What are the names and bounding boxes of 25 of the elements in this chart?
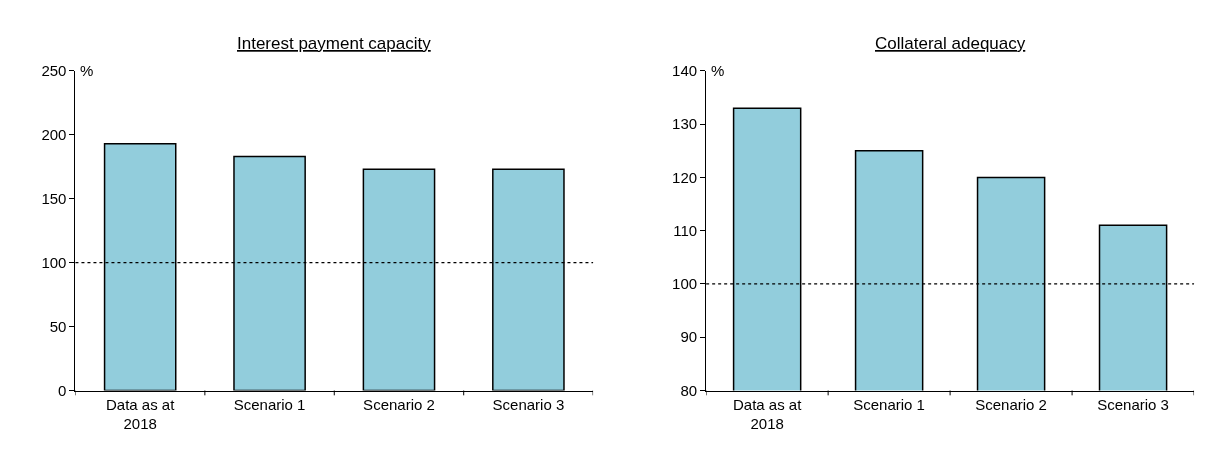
x-tick-label: Scenario 1: [853, 395, 925, 413]
y-tick-label: 100: [672, 275, 698, 293]
x-tick-label: Data as at 2018: [732, 395, 803, 433]
y-tick-label: 140: [672, 62, 698, 80]
x-tick-label: Scenario 2: [363, 395, 435, 413]
x-tick-label: Scenario 3: [492, 395, 565, 413]
chart-title: Interest payment capacity: [237, 34, 432, 53]
chart-title: Collateral adequacy: [875, 34, 1026, 53]
x-tick-label: Data as at 2018: [105, 395, 176, 433]
y-tick-label: 200: [41, 126, 67, 144]
y-tick-label: 110: [673, 221, 698, 239]
y-axis-title: %: [80, 62, 94, 79]
y-tick-label: 150: [41, 189, 67, 207]
y-tick-label: 100: [41, 253, 67, 271]
y-tick-label: 80: [680, 381, 698, 399]
y-tick-label: 90: [680, 328, 698, 346]
y-axis-title: %: [711, 62, 725, 79]
y-tick-label: 0: [58, 381, 67, 399]
x-tick-label: Scenario 1: [233, 395, 306, 413]
x-tick-label: Scenario 3: [1097, 395, 1169, 413]
y-tick-label: 250: [41, 62, 67, 80]
y-tick-label: 50: [49, 317, 67, 335]
y-tick-label: 130: [672, 115, 698, 133]
x-tick-label: Scenario 2: [975, 395, 1047, 413]
y-tick-label: 120: [672, 168, 698, 186]
